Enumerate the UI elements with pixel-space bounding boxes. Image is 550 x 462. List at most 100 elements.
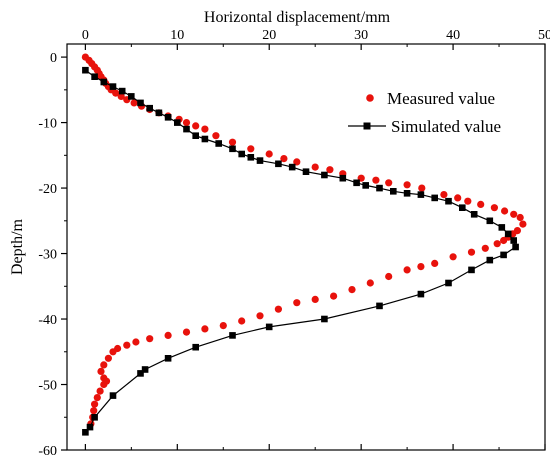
measured-point — [274, 305, 282, 313]
y-tick-label: -40 — [38, 313, 57, 328]
measured-point — [238, 317, 246, 325]
measured-point — [228, 138, 237, 146]
simulated-point — [504, 230, 512, 238]
measured-point — [192, 122, 200, 130]
y-tick-label: -60 — [38, 444, 57, 459]
simulated-point — [275, 160, 282, 168]
simulated-point — [137, 370, 144, 377]
x-tick-label: 10 — [170, 28, 184, 43]
measured-point — [112, 89, 120, 97]
simulated-point — [486, 217, 494, 225]
measured-point — [212, 132, 220, 140]
legend: Measured value Simulated value — [348, 89, 501, 136]
measured-point — [385, 179, 393, 187]
simulated-point — [86, 423, 94, 431]
simulated-point — [155, 109, 163, 117]
simulated-point — [431, 194, 438, 202]
simulated-point — [265, 323, 273, 331]
measured-point — [100, 361, 108, 369]
measured-point — [96, 387, 104, 395]
measured-point — [311, 163, 319, 171]
measured-point — [403, 266, 411, 274]
simulated-point — [164, 114, 172, 121]
simulated-point — [339, 174, 347, 182]
measured-point — [182, 328, 191, 336]
x-tick-label: 0 — [82, 28, 89, 43]
measured-point — [93, 394, 101, 402]
simulated-point — [91, 73, 98, 80]
simulated-point — [470, 211, 478, 218]
simulated-point — [362, 182, 369, 189]
measured-point — [403, 181, 411, 189]
x-tick-label: 20 — [262, 28, 276, 43]
simulated-point — [183, 125, 190, 133]
measured-point — [100, 380, 108, 389]
simulated-point — [82, 66, 89, 74]
simulated-point — [164, 355, 172, 362]
simulated-point — [445, 279, 452, 287]
axes: 0 10 20 30 40 50 0 -10 -20 -30 -40 -50 -60 — [38, 28, 550, 459]
simulated-point — [512, 243, 519, 251]
y-tick-label: -30 — [38, 248, 57, 263]
measured-points — [81, 53, 527, 428]
measured-point — [481, 244, 489, 252]
simulated-point — [146, 104, 153, 112]
measured-point — [477, 200, 485, 208]
measured-point — [510, 210, 518, 218]
measured-point — [201, 325, 209, 333]
measured-point — [117, 92, 125, 100]
simulated-point — [109, 392, 117, 399]
measured-point — [330, 292, 338, 300]
simulated-point — [128, 93, 135, 100]
measured-point — [256, 312, 264, 320]
measured-point — [123, 341, 131, 349]
y-tick-label: 0 — [50, 51, 57, 66]
simulated-point — [417, 191, 425, 198]
simulated-point — [256, 157, 264, 164]
simulated-point — [376, 184, 383, 192]
legend-simulated-label: Simulated value — [391, 117, 501, 136]
measured-point — [326, 166, 334, 174]
measured-point — [449, 253, 457, 261]
simulated-point — [141, 366, 149, 373]
plot-frame — [66, 43, 546, 451]
measured-point — [182, 119, 191, 127]
measured-point — [280, 155, 288, 163]
simulated-point — [201, 135, 209, 143]
measured-point — [516, 213, 524, 222]
x-tick-label: 50 — [538, 28, 550, 43]
measured-point — [348, 286, 356, 294]
simulated-point — [321, 315, 328, 323]
simulated-point — [109, 83, 117, 90]
legend-simulated-marker — [363, 122, 371, 130]
measured-point — [501, 207, 509, 215]
measured-point — [265, 150, 273, 158]
measured-point — [440, 191, 448, 199]
measured-point — [490, 204, 498, 212]
y-axis-title: Depth/m — [9, 218, 26, 275]
simulated-point — [459, 204, 466, 211]
measured-point — [109, 348, 117, 356]
measured-point — [431, 259, 439, 267]
measured-point — [311, 295, 319, 303]
simulated-point — [288, 163, 296, 171]
measured-point — [464, 197, 472, 205]
measured-point — [372, 176, 380, 184]
measured-point — [454, 194, 462, 202]
measured-point — [132, 338, 140, 346]
measured-point — [417, 263, 425, 271]
simulated-point — [118, 87, 126, 95]
simulated-point — [82, 429, 89, 436]
measured-point — [97, 367, 105, 375]
simulated-point — [510, 237, 517, 244]
y-tick-label: -20 — [38, 182, 57, 197]
simulated-point — [445, 197, 452, 205]
measured-point — [293, 158, 301, 166]
simulated-point — [247, 154, 255, 161]
measured-point — [91, 400, 99, 408]
simulated-point — [91, 414, 98, 421]
measured-point — [201, 125, 209, 133]
simulated-points — [82, 66, 519, 436]
legend-measured-marker — [366, 94, 374, 102]
measured-point — [467, 248, 476, 256]
